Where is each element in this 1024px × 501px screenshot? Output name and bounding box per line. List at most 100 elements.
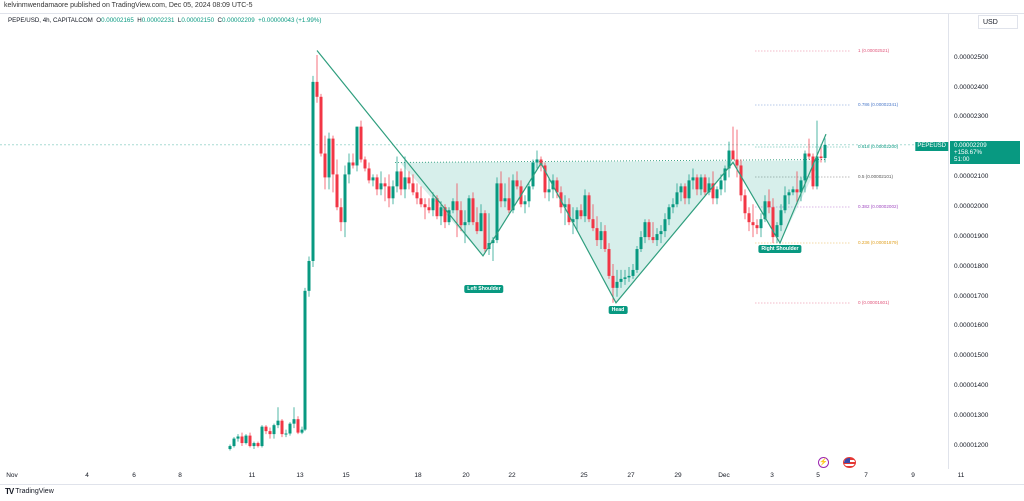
candle-body: [327, 138, 331, 178]
fib-label: 0.236 (0.00001879): [858, 240, 899, 245]
candle-body: [651, 237, 655, 241]
candle-body: [711, 183, 715, 199]
candle-body: [543, 165, 547, 193]
candle-body: [779, 210, 783, 226]
x-tick-label: Dec: [718, 472, 730, 479]
candle-body: [240, 436, 244, 444]
x-tick-label: 11: [957, 472, 965, 479]
candle-body: [423, 204, 427, 208]
candle-body: [639, 237, 643, 250]
candle-body: [795, 189, 799, 193]
candle-body: [683, 186, 687, 199]
currency-button[interactable]: USD: [978, 15, 1018, 29]
candle-body: [607, 249, 611, 276]
x-tick-label: 7: [864, 472, 868, 479]
candle-body: [503, 198, 507, 202]
candle-body: [659, 231, 663, 235]
candle-body: [415, 192, 419, 199]
candle-body: [439, 207, 443, 217]
candle-body: [284, 433, 288, 435]
candle-body: [703, 177, 707, 193]
candle-body: [623, 277, 627, 279]
y-tick-label: 0.00002400: [954, 84, 989, 91]
open-value: 0.00002165: [101, 17, 134, 24]
candle-body: [228, 446, 232, 450]
y-tick-label: 0.00001900: [954, 233, 989, 240]
candle-body: [296, 419, 300, 433]
candle-body: [359, 126, 363, 160]
candle-body: [264, 426, 268, 432]
candle-body: [687, 180, 691, 199]
candle-body: [511, 180, 515, 211]
ohlc-legend: PEPE/USD, 4h, CAPITALCOM O0.00002165 H0.…: [8, 17, 322, 24]
candle-body: [583, 195, 587, 217]
y-tick-label: 0.00002000: [954, 203, 989, 210]
candle-body: [343, 174, 347, 223]
candle-body: [463, 222, 467, 226]
x-tick-label: 20: [462, 472, 470, 479]
tradingview-logo[interactable]: TV TradingView: [5, 487, 54, 496]
candle-body: [579, 210, 583, 217]
high-value: 0.00002231: [141, 17, 175, 24]
candlestick-chart[interactable]: [0, 0, 948, 470]
candle-body: [399, 171, 403, 190]
bar-countdown: 51:00: [954, 156, 970, 164]
candle-body: [691, 177, 695, 181]
candle-body: [455, 201, 459, 211]
y-tick-label: 0.00001400: [954, 382, 989, 389]
candle-body: [755, 225, 759, 229]
price-axis[interactable]: [948, 13, 1024, 469]
candle-body: [268, 431, 272, 435]
y-tick-label: 0.00001300: [954, 412, 989, 419]
candle-body: [707, 183, 711, 193]
candle-body: [723, 168, 727, 181]
candle-body: [495, 183, 499, 241]
candle-body: [331, 138, 335, 175]
candle-body: [603, 231, 607, 250]
candle-body: [367, 168, 371, 181]
x-tick-label: 8: [178, 472, 182, 479]
candle-body: [587, 195, 591, 220]
fib-label: 0.618 (0.00002200): [858, 144, 899, 149]
pattern-label: Right Shoulder: [758, 245, 802, 253]
candle-body: [475, 222, 479, 232]
candle-body: [819, 156, 823, 158]
candle-body: [307, 260, 311, 291]
x-tick-label: 29: [674, 472, 682, 479]
us-flag-icon[interactable]: [843, 457, 856, 468]
chart-frame: [0, 13, 1024, 485]
candle-body: [323, 153, 327, 178]
change-percent: +158.67%: [954, 149, 983, 157]
candle-body: [411, 183, 415, 193]
candle-body: [407, 177, 411, 184]
candle-body: [599, 231, 603, 241]
x-tick-label: 11: [248, 472, 256, 479]
x-tick-label: 18: [414, 472, 422, 479]
candle-body: [451, 201, 455, 211]
candle-body: [807, 153, 811, 157]
candle-body: [731, 150, 735, 160]
candle-body: [671, 204, 675, 208]
y-tick-label: 0.00001600: [954, 322, 989, 329]
symbol-info[interactable]: PEPE/USD, 4h, CAPITALCOM: [8, 17, 93, 24]
candle-body: [759, 219, 763, 229]
y-tick-label: 0.00002100: [954, 173, 989, 180]
candle-body: [483, 213, 487, 250]
candle-body: [627, 275, 631, 278]
candle-body: [435, 198, 439, 217]
candle-body: [751, 222, 755, 226]
candle-body: [647, 222, 651, 238]
candle-body: [611, 275, 615, 288]
x-tick-label: 22: [508, 472, 516, 479]
close-value: 0.00002209: [221, 17, 255, 24]
candle-body: [379, 183, 383, 190]
fib-label: 0.382 (0.00002002): [858, 204, 899, 209]
candle-body: [743, 195, 747, 214]
candle-body: [419, 198, 423, 205]
candle-body: [523, 201, 527, 205]
candle-body: [527, 186, 531, 202]
candle-body: [280, 420, 284, 435]
candle-body: [232, 438, 236, 447]
candle-body: [260, 426, 264, 447]
lightning-icon[interactable]: ⚡: [818, 457, 829, 468]
